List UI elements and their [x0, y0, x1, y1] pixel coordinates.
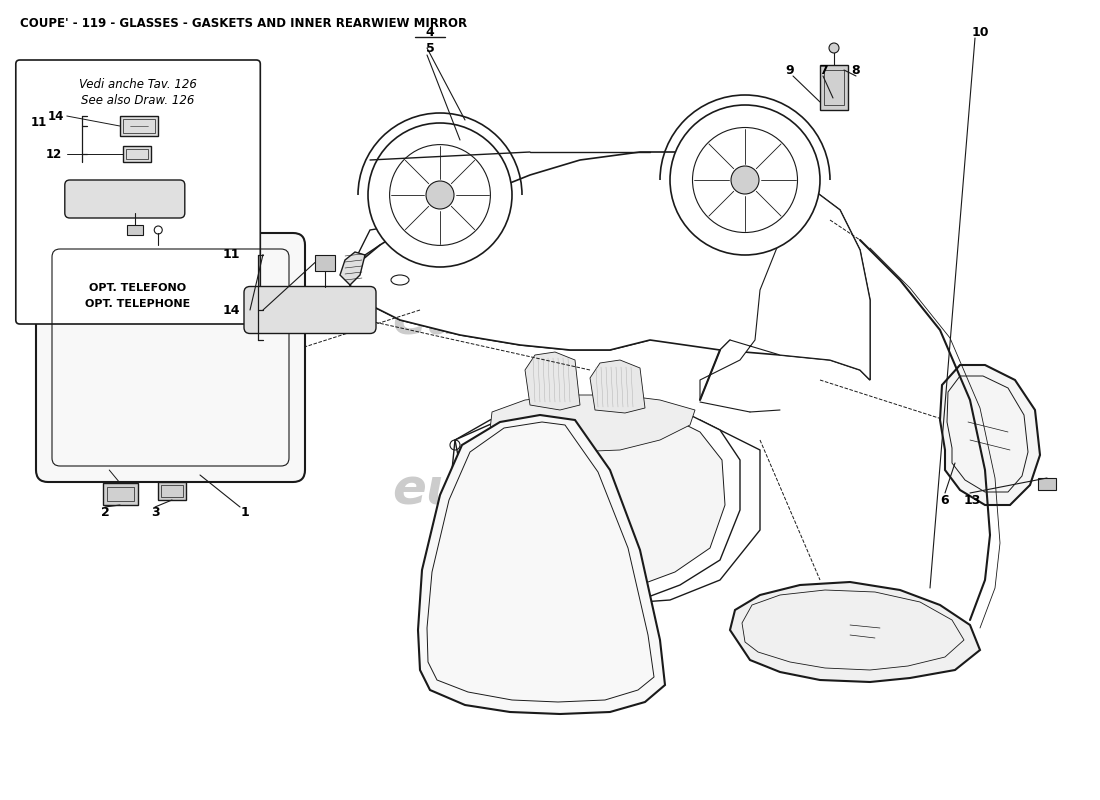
Text: OPT. TELEPHONE: OPT. TELEPHONE	[86, 299, 190, 309]
Polygon shape	[350, 220, 650, 350]
Circle shape	[368, 123, 512, 267]
FancyBboxPatch shape	[15, 60, 261, 324]
Text: 14: 14	[47, 110, 64, 122]
Text: eurospares: eurospares	[392, 296, 708, 344]
Polygon shape	[940, 365, 1040, 505]
Text: 14: 14	[222, 303, 240, 317]
Polygon shape	[490, 395, 695, 452]
Polygon shape	[450, 405, 760, 605]
Text: 4: 4	[426, 26, 434, 38]
Text: 11: 11	[222, 248, 240, 261]
Polygon shape	[525, 352, 580, 410]
Text: 11: 11	[31, 115, 47, 129]
Text: 7: 7	[818, 63, 827, 77]
Polygon shape	[418, 415, 666, 714]
Circle shape	[829, 43, 839, 53]
Text: 10: 10	[971, 26, 989, 38]
Text: 13: 13	[964, 494, 981, 506]
Circle shape	[426, 181, 454, 209]
Text: 1: 1	[241, 506, 250, 518]
Polygon shape	[455, 400, 740, 605]
FancyBboxPatch shape	[158, 482, 186, 500]
FancyBboxPatch shape	[820, 65, 848, 110]
Polygon shape	[465, 405, 725, 590]
Text: See also Draw. 126: See also Draw. 126	[81, 94, 195, 107]
Text: 5: 5	[426, 42, 434, 54]
FancyBboxPatch shape	[123, 146, 151, 162]
Text: 12: 12	[45, 147, 62, 161]
FancyBboxPatch shape	[315, 254, 336, 270]
Polygon shape	[340, 252, 365, 285]
Circle shape	[732, 166, 759, 194]
Polygon shape	[730, 582, 980, 682]
Text: OPT. TELEFONO: OPT. TELEFONO	[89, 283, 187, 293]
FancyBboxPatch shape	[36, 233, 305, 482]
Polygon shape	[350, 152, 870, 380]
Text: eurospares: eurospares	[392, 466, 708, 514]
FancyBboxPatch shape	[244, 286, 376, 334]
Polygon shape	[590, 360, 645, 413]
Text: 8: 8	[851, 63, 860, 77]
Text: 9: 9	[785, 63, 794, 77]
FancyBboxPatch shape	[1038, 478, 1056, 490]
Text: 6: 6	[940, 494, 949, 506]
FancyBboxPatch shape	[65, 180, 185, 218]
Circle shape	[670, 105, 820, 255]
FancyBboxPatch shape	[103, 483, 138, 505]
FancyBboxPatch shape	[120, 116, 157, 136]
Text: Vedi anche Tav. 126: Vedi anche Tav. 126	[79, 78, 197, 91]
Text: 3: 3	[151, 506, 160, 518]
FancyBboxPatch shape	[126, 225, 143, 235]
Text: 2: 2	[100, 506, 109, 518]
Polygon shape	[700, 180, 870, 400]
Text: COUPE' - 119 - GLASSES - GASKETS AND INNER REARWIEW MIRROR: COUPE' - 119 - GLASSES - GASKETS AND INN…	[20, 17, 468, 30]
